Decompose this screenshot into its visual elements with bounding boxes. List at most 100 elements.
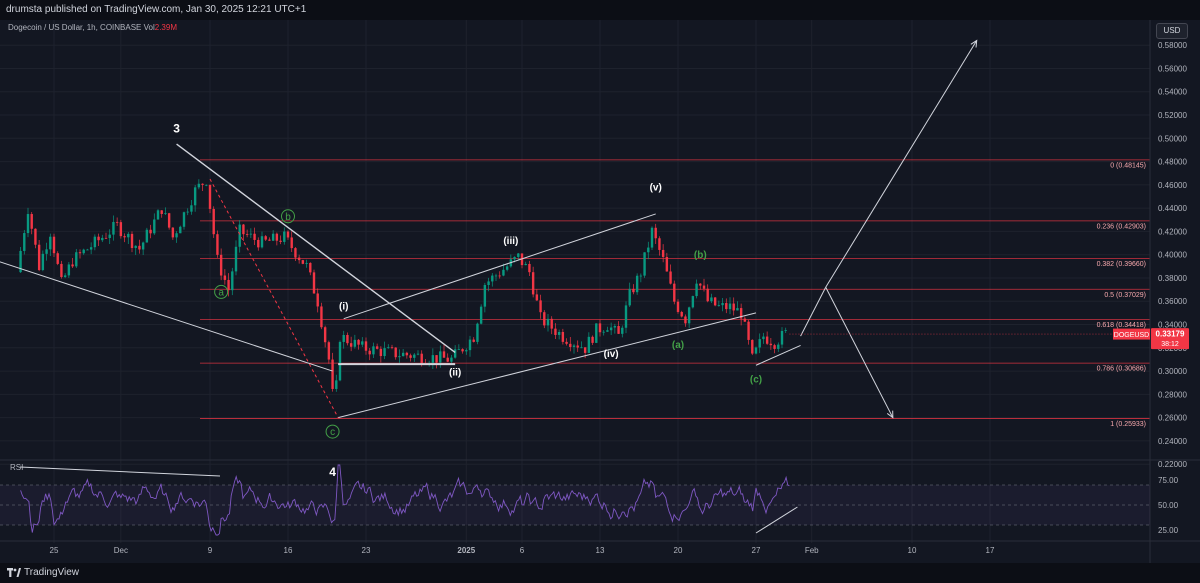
candle-body bbox=[97, 236, 100, 241]
candle-body bbox=[401, 352, 405, 357]
trendline-drawings[interactable] bbox=[0, 39, 978, 419]
candle-body bbox=[413, 354, 416, 358]
candle-body bbox=[765, 336, 769, 344]
wave-label: (iii) bbox=[503, 236, 518, 247]
fib-level-label: 0.618 (0.34418) bbox=[1097, 322, 1146, 329]
arrowhead-up-icon bbox=[970, 39, 978, 48]
candle-body bbox=[364, 341, 368, 351]
symbol-legend[interactable]: Dogecoin / US Dollar, 1h, COINBASE Vol2.… bbox=[8, 23, 177, 32]
rsi-pane[interactable]: RSI 75.00 50.00 25.00 bbox=[0, 459, 1200, 536]
candle-body bbox=[405, 352, 409, 356]
candle-body bbox=[30, 214, 33, 229]
candle-body bbox=[647, 247, 650, 253]
candle-body bbox=[253, 233, 256, 240]
candle-body bbox=[89, 247, 93, 250]
fib-level-label: 0 (0.48145) bbox=[1110, 162, 1146, 169]
candle-body bbox=[368, 350, 371, 355]
rsi-band bbox=[0, 485, 1150, 525]
candle-body bbox=[93, 236, 97, 248]
price-tick-label: 0.52000 bbox=[1158, 111, 1187, 120]
time-tick-label: 17 bbox=[986, 546, 995, 555]
candle-body bbox=[550, 318, 553, 329]
rsi-trendline bbox=[19, 466, 221, 477]
candle-body bbox=[238, 224, 241, 247]
candle-body bbox=[528, 263, 531, 273]
candle-body bbox=[754, 347, 758, 354]
candle-body bbox=[565, 341, 568, 344]
fib-level-label: 0.382 (0.39660) bbox=[1097, 261, 1146, 268]
candle-body bbox=[643, 252, 646, 276]
candle-body bbox=[138, 245, 141, 250]
fib-retracement[interactable]: 0 (0.48145) 0.236 (0.42903) 0.382 (0.39660… bbox=[200, 159, 1150, 428]
arrowhead-down-icon bbox=[886, 410, 894, 419]
candle-body bbox=[26, 214, 30, 234]
candle-body bbox=[104, 237, 108, 239]
candle-body bbox=[323, 327, 327, 343]
candle-body bbox=[583, 347, 587, 353]
candle-body bbox=[242, 224, 245, 235]
candle-body bbox=[208, 184, 212, 209]
candle-body bbox=[602, 331, 605, 333]
candle-body bbox=[762, 336, 765, 340]
candle-body bbox=[19, 250, 22, 273]
candle-body bbox=[37, 244, 41, 271]
candle-body bbox=[632, 288, 635, 293]
candle-body bbox=[193, 187, 197, 206]
candle-body bbox=[179, 226, 182, 234]
candle-body bbox=[468, 339, 472, 351]
candle-body bbox=[41, 253, 45, 271]
candle-body bbox=[739, 308, 743, 319]
price-chart[interactable]: 0 (0.48145) 0.236 (0.42903) 0.382 (0.39660… bbox=[0, 20, 1200, 563]
candle-body bbox=[661, 249, 665, 258]
candle-body bbox=[728, 303, 732, 310]
candle-body bbox=[134, 245, 137, 248]
candle-body bbox=[524, 263, 527, 266]
candle-body bbox=[420, 353, 423, 364]
time-tick-label: 27 bbox=[752, 546, 761, 555]
candle-body bbox=[379, 348, 383, 357]
wave-circle-icon bbox=[214, 284, 229, 299]
volume-label: Vol bbox=[143, 23, 155, 32]
time-tick-label: 9 bbox=[208, 546, 213, 555]
candle-body bbox=[160, 210, 163, 214]
trendline-lower-left bbox=[0, 261, 333, 372]
price-tick-label: 0.30000 bbox=[1158, 367, 1187, 376]
candle-body bbox=[747, 321, 750, 340]
candle-body bbox=[45, 249, 48, 254]
candle-body bbox=[268, 239, 271, 241]
candle-body bbox=[383, 348, 386, 357]
currency-button[interactable]: USD bbox=[1156, 23, 1188, 39]
candle-body bbox=[387, 347, 390, 349]
price-scale[interactable]: 0.58000 0.56000 0.54000 0.52000 0.50000 0.480… bbox=[789, 20, 1200, 563]
price-scale-bg bbox=[1150, 20, 1200, 563]
rsi-tick-label: 75.00 bbox=[1158, 476, 1179, 485]
wave-label: b bbox=[285, 212, 291, 223]
candle-body bbox=[112, 221, 115, 235]
candle-body bbox=[416, 353, 420, 355]
price-tick-label: 0.46000 bbox=[1158, 181, 1187, 190]
candle-body bbox=[372, 346, 375, 355]
candle-body bbox=[149, 229, 152, 234]
time-tick-label: 16 bbox=[284, 546, 293, 555]
candle-body bbox=[286, 231, 290, 238]
candle-body bbox=[86, 249, 89, 251]
candle-body bbox=[153, 219, 156, 234]
candle-body bbox=[450, 357, 453, 362]
fib-level-label: 1 (0.25933) bbox=[1110, 421, 1146, 428]
candle-body bbox=[186, 211, 189, 213]
price-tick-label: 0.24000 bbox=[1158, 437, 1187, 446]
candle-body bbox=[494, 275, 498, 277]
volume-value: 2.39M bbox=[154, 23, 177, 32]
candle-body bbox=[301, 260, 305, 264]
candle-body bbox=[773, 345, 776, 349]
candle-body bbox=[673, 283, 676, 302]
candle-body bbox=[758, 339, 761, 348]
time-scale[interactable]: 25 Dec 9 16 23 2025 6 13 20 27 Feb 10 17 bbox=[0, 540, 1200, 555]
candle-body bbox=[279, 240, 282, 242]
candle-body bbox=[617, 326, 620, 334]
candle-body bbox=[227, 279, 230, 291]
candle-body bbox=[543, 312, 546, 326]
candle-body bbox=[394, 347, 397, 358]
candle-body bbox=[331, 359, 334, 389]
candle-body bbox=[156, 210, 160, 220]
